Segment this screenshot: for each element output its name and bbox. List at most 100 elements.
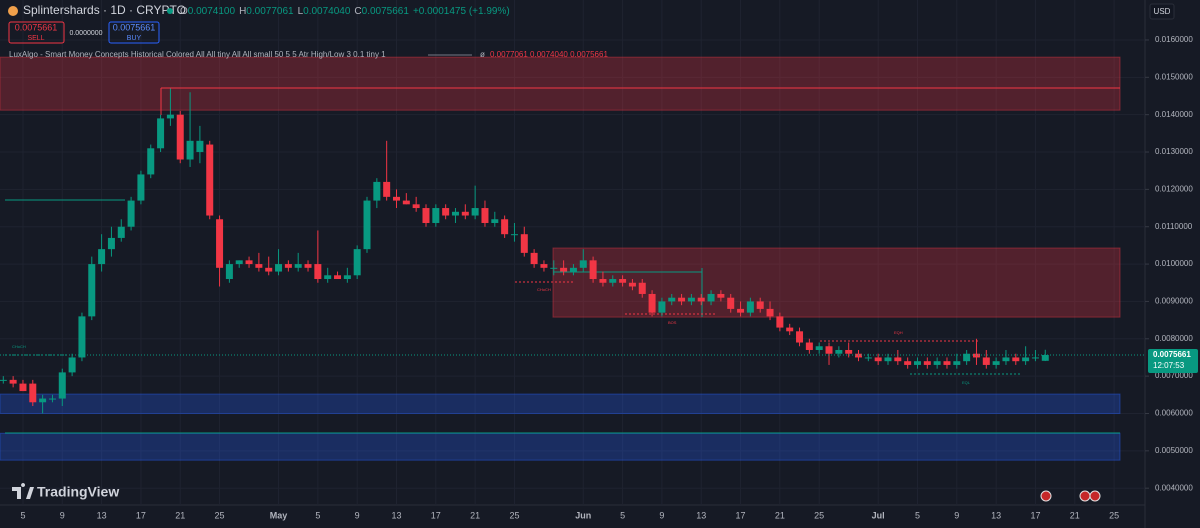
buy-label[interactable]: BUY [127, 35, 142, 42]
candle-body [186, 140, 194, 160]
currency-button[interactable] [1149, 3, 1175, 20]
x-tick-label: May [270, 510, 288, 520]
zone [552, 247, 1121, 318]
candle-body [1041, 354, 1049, 361]
ohlc-key: H [239, 6, 246, 17]
y-tick-label: 0.0100000 [1155, 259, 1193, 268]
annotation: EQL [962, 380, 971, 385]
zone [0, 56, 1121, 111]
candle-body [343, 275, 351, 280]
candle-body [933, 361, 941, 365]
x-tick-label: 13 [97, 510, 107, 520]
candle-body [1022, 357, 1030, 362]
candle-body [835, 349, 843, 354]
candle-body [393, 196, 400, 201]
ohlc-value: 0.0075661 [362, 6, 410, 17]
plot-area: CHoCH CHoCH BOS EQH EQL [0, 0, 1145, 505]
candle-body [560, 267, 568, 272]
x-tick-label: 21 [775, 510, 785, 520]
symbol-title: Splintershards · 1D · CRYPTO [23, 3, 186, 17]
ohlc-key: L [298, 6, 304, 17]
x-tick-label: 21 [1070, 510, 1080, 520]
x-tick-label: 5 [315, 510, 320, 520]
candle-body [707, 293, 715, 302]
annotation: CHoCH [537, 287, 551, 292]
last-price-label: 0.0075661 [1153, 350, 1191, 359]
symbol-icon [8, 6, 18, 16]
candle-body [206, 144, 214, 216]
candle-body [127, 200, 135, 227]
candle-body [481, 208, 489, 223]
x-tick-label: 13 [391, 510, 401, 520]
candle-body [972, 353, 980, 358]
candle-body [284, 264, 292, 268]
candle-body [756, 301, 764, 309]
candle-body [825, 346, 833, 354]
candle-body [117, 226, 125, 238]
x-tick-label: Jul [872, 510, 885, 520]
event-flag[interactable] [1079, 490, 1091, 502]
candle-body [491, 219, 499, 223]
indicator-name[interactable]: LuxAlgo - Smart Money Concepts Historica… [9, 50, 386, 59]
x-tick-label: 9 [659, 510, 664, 520]
sell-price[interactable]: 0.0075661 [15, 22, 58, 32]
candle-body [943, 361, 951, 365]
candle-body [58, 372, 66, 399]
candle-body [530, 252, 538, 265]
x-tick-label: 5 [620, 510, 625, 520]
x-tick-label: 25 [509, 510, 519, 520]
candle-body [363, 200, 371, 250]
candle-body [766, 308, 774, 317]
candle-body [166, 114, 174, 119]
buy-button[interactable] [108, 21, 160, 44]
ohlc-readout: O0.0074100 H0.0077061 L0.0074040 C0.0075661… [180, 6, 510, 17]
x-tick-label: 25 [814, 510, 824, 520]
candle-body [255, 264, 263, 268]
event-flag[interactable] [1089, 490, 1101, 502]
x-tick-label: 13 [696, 510, 706, 520]
candle-body [402, 200, 410, 205]
candle-body [68, 357, 76, 373]
x-tick-label: 9 [954, 510, 959, 520]
candle-body [913, 361, 921, 365]
candle-body [216, 219, 224, 268]
candle-body [304, 264, 312, 268]
candle-body [1002, 357, 1010, 362]
candle-body [294, 264, 302, 268]
candle-body [275, 264, 283, 272]
candle-body [609, 279, 617, 283]
candle-body [19, 383, 27, 392]
candle-body [953, 361, 961, 365]
candle-body [697, 297, 705, 302]
y-tick-label: 0.0060000 [1155, 409, 1193, 418]
candle-body [746, 301, 754, 313]
candle-body [855, 353, 863, 358]
zone [0, 432, 1121, 461]
brand-name: TradingView [37, 484, 119, 500]
buy-price[interactable]: 0.0075661 [113, 22, 156, 32]
sell-button[interactable] [8, 21, 65, 44]
sell-label[interactable]: SELL [27, 35, 44, 42]
indicator-values: 0.0077061 0.0074040 0.0075661 [490, 50, 608, 59]
candle-body [579, 260, 587, 268]
x-tick-label: 13 [991, 510, 1001, 520]
candle-body [776, 316, 784, 328]
candle-body [157, 118, 165, 149]
candle-body [235, 260, 243, 265]
event-flag[interactable] [1040, 490, 1052, 502]
y-tick-label: 0.0090000 [1155, 297, 1193, 306]
last-price-box [1148, 348, 1198, 373]
currency[interactable]: USD [1154, 7, 1171, 16]
x-tick-label: 21 [470, 510, 480, 520]
candle-body [48, 398, 56, 400]
y-tick-label: 0.0080000 [1155, 334, 1193, 343]
ohlc-value: 0.0077061 [246, 6, 294, 17]
y-tick-label: 0.0070000 [1155, 371, 1193, 380]
candle-body [599, 279, 607, 283]
candle-body [805, 342, 813, 350]
candle-body [904, 361, 912, 365]
candle-body [874, 357, 882, 362]
candle-body [451, 211, 459, 216]
zone [0, 393, 1121, 414]
